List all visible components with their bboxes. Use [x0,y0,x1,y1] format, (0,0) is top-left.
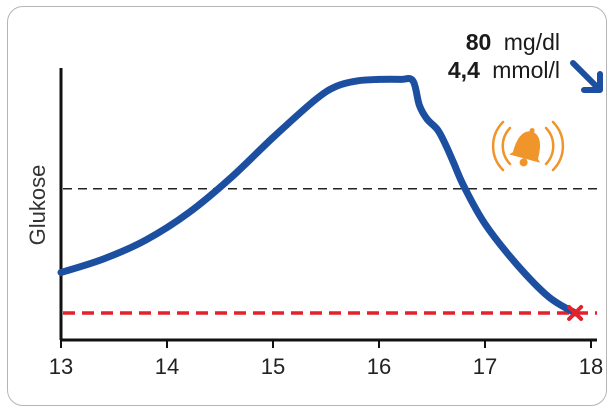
y-axis-label: Glukose [25,165,50,246]
reading-mmol-unit: mmol/l [492,57,560,83]
x-mark-icon [567,305,584,321]
reference-lines [63,188,597,315]
x-tick-label: 16 [367,354,391,379]
ringing-bell-icon [491,120,565,172]
x-tick-label: 17 [473,354,497,379]
arrow-down-right-icon [570,60,603,93]
x-tick-label: 13 [49,354,73,379]
svg-text:4,4 mmol/l: 4,4 mmol/l [448,57,560,83]
reading-mgdl-value: 80 [466,29,492,55]
x-tick-label: 15 [261,354,285,379]
x-ticks: 13 14 15 16 17 18 [49,340,603,379]
x-tick-label: 14 [155,354,179,379]
glucose-curve [57,75,579,317]
svg-text:80 mg/dl: 80 mg/dl [466,29,560,55]
x-tick-label: 18 [579,354,603,379]
reading-mgdl-unit: mg/dl [504,29,560,55]
reading-mmol-value: 4,4 [448,57,480,83]
